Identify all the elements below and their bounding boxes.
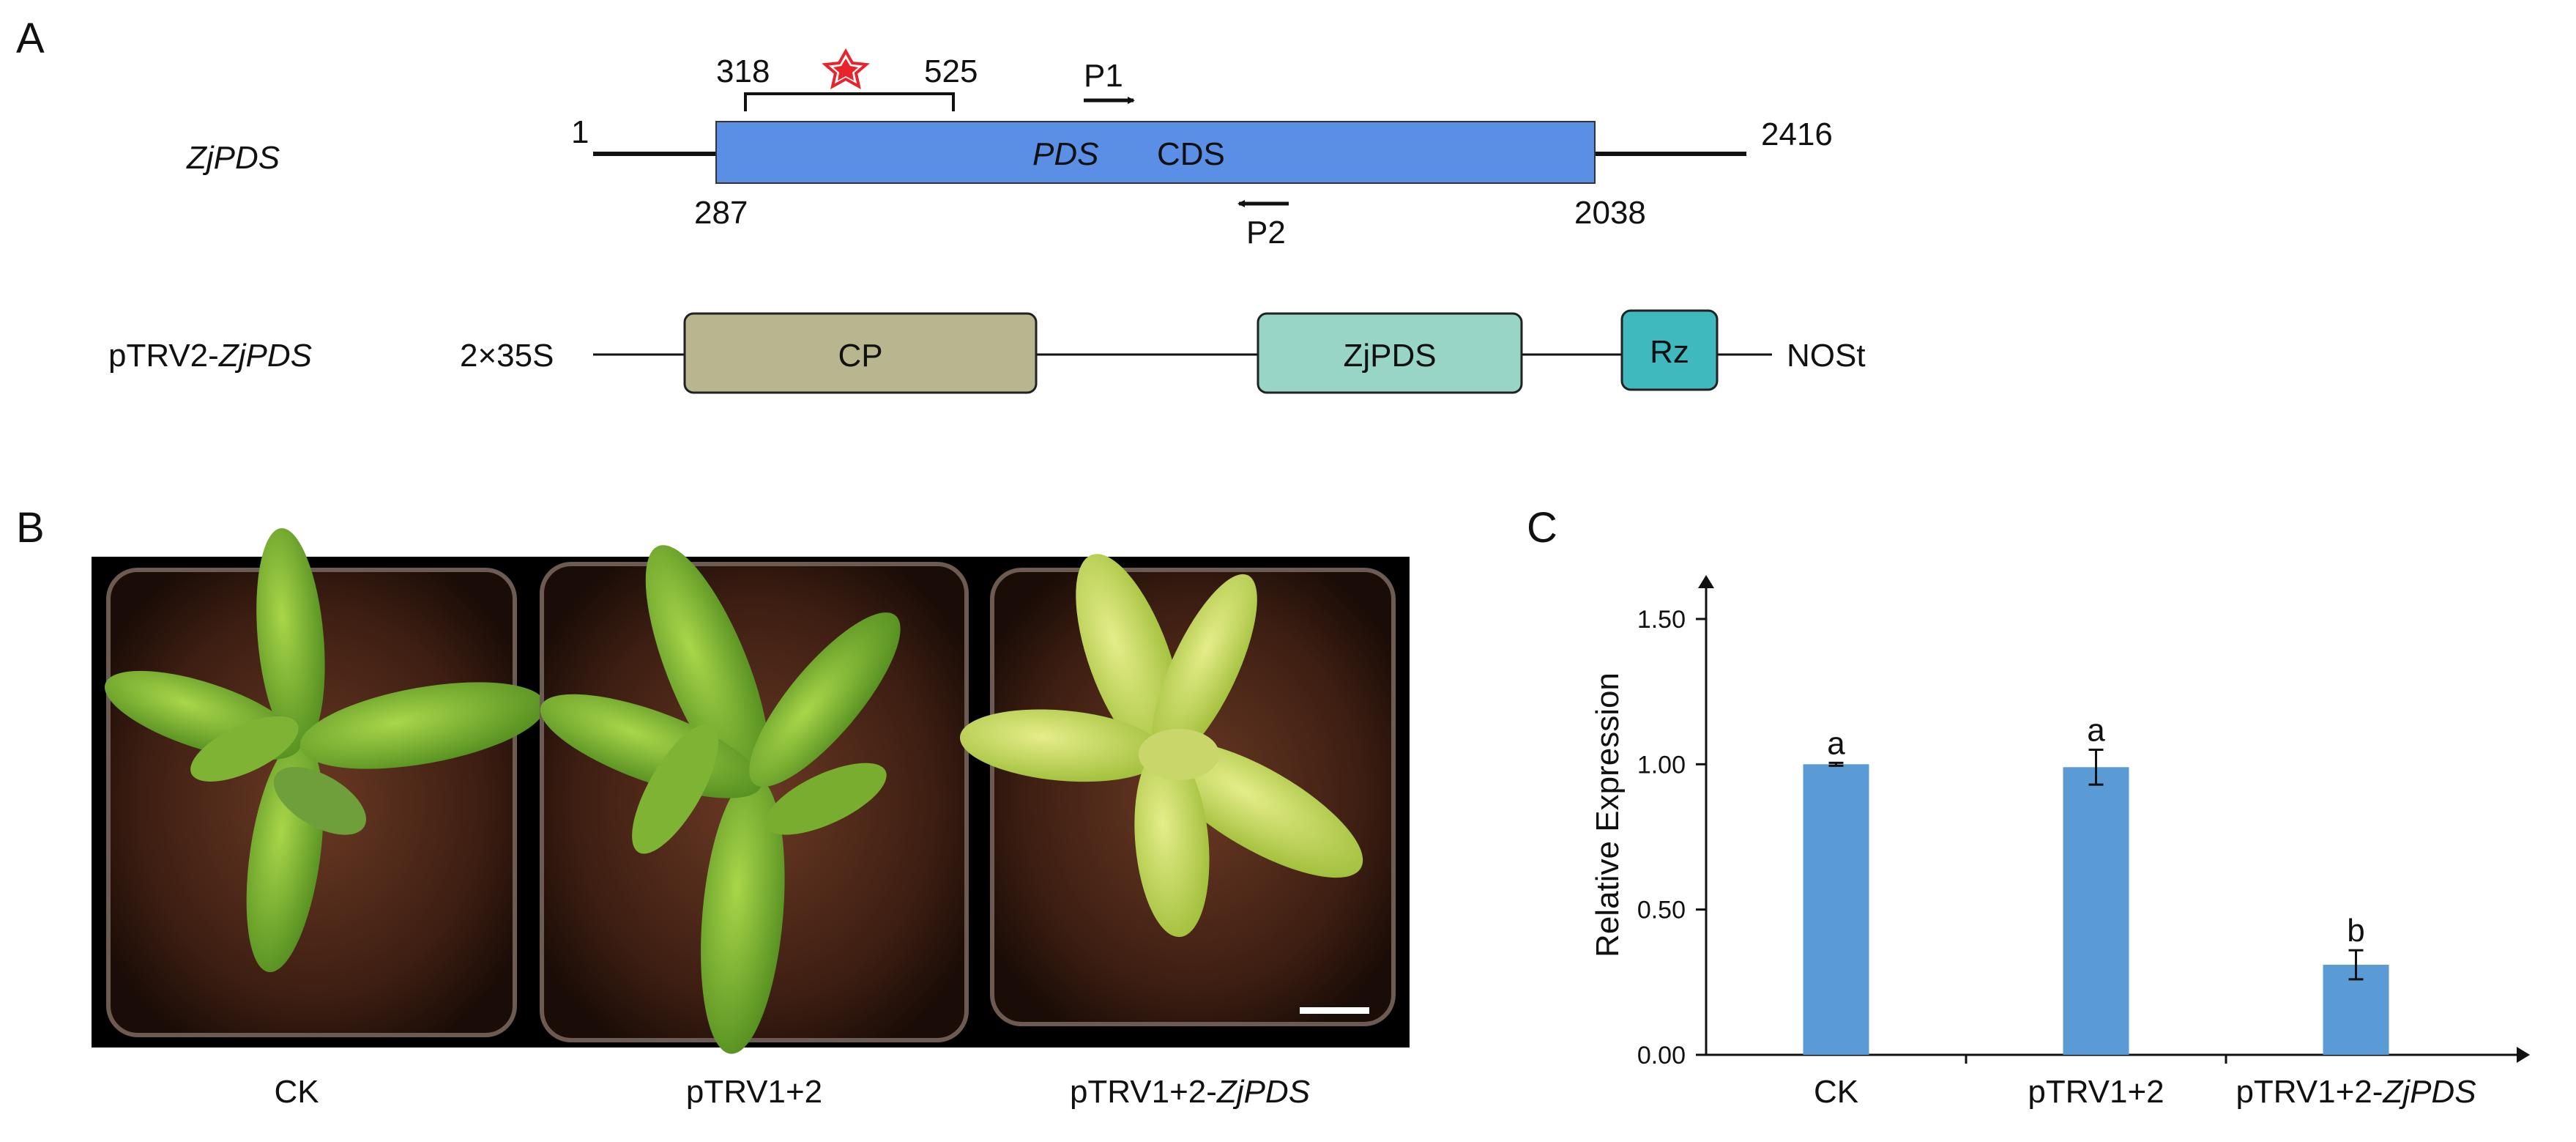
- y-tick-label: 0.50: [1637, 897, 1686, 924]
- panel-b-letter: B: [16, 504, 45, 552]
- zjpds-insert-box: [1257, 312, 1523, 394]
- panel-c-letter: C: [1527, 504, 1557, 552]
- terminator-label: NOSt: [1787, 338, 1866, 374]
- gene-label: ZjPDS: [186, 140, 280, 176]
- photo-label-ptrv12-zjpds: pTRV1+2-ZjPDS: [1070, 1074, 1310, 1110]
- cds-box: [715, 121, 1596, 184]
- significance-label: a: [2087, 713, 2105, 749]
- rz-box: [1620, 309, 1719, 391]
- primer-forward-label: P1: [1084, 58, 1123, 94]
- y-axis-label: Relative Expression: [1590, 672, 1626, 957]
- y-tick-label: 0.00: [1637, 1042, 1686, 1069]
- panel-a: A ZjPDS 1 2416 PDS CDS 287 2038 318 525 …: [16, 15, 1866, 394]
- bar: [1803, 764, 1869, 1055]
- y-axis-arrow: [1698, 575, 1714, 588]
- photo-label-ptrv12: pTRV1+2: [686, 1074, 822, 1110]
- construct-label-italic: ZjPDS: [218, 338, 312, 374]
- silencing-region-bracket: [744, 92, 955, 111]
- star-icon-fill: [833, 59, 858, 81]
- panel-b: B: [16, 504, 1410, 1110]
- pot-ptrv12-zjpds: [960, 554, 1396, 1026]
- category-label: CK: [1814, 1074, 1858, 1110]
- category-label: pTRV1+2-ZjPDS: [2236, 1074, 2476, 1110]
- pot-ptrv12: [540, 545, 969, 1054]
- significance-label: a: [1827, 725, 1845, 761]
- region-start-label: 318: [716, 53, 770, 89]
- cds-label: CDS: [1157, 136, 1225, 172]
- bar: [2063, 767, 2129, 1055]
- region-end-label: 525: [924, 53, 978, 89]
- rz-label: Rz: [1650, 334, 1689, 370]
- y-tick-label: 1.00: [1637, 751, 1686, 779]
- cds-start-label: 287: [694, 195, 748, 231]
- zjpds-insert-label: ZjPDS: [1343, 338, 1436, 374]
- panel-a-letter: A: [16, 15, 45, 62]
- seedling-ck: [104, 528, 546, 973]
- gene-start-label: 1: [571, 114, 589, 150]
- y-tick-label: 1.50: [1637, 606, 1686, 634]
- cp-box: [683, 312, 1038, 394]
- category-label: pTRV1+2: [2028, 1074, 2164, 1110]
- gene-map: ZjPDS 1 2416 PDS CDS 287 2038 318 525 P1…: [186, 48, 1833, 251]
- promoter-label: 2×35S: [460, 338, 554, 374]
- plant-photo: [92, 528, 1410, 1054]
- photo-label-ptrv12-zjpds-italic: ZjPDS: [1216, 1074, 1310, 1110]
- construct-label: pTRV2-ZjPDS: [108, 338, 312, 374]
- x-axis-arrow: [2517, 1047, 2530, 1063]
- seedling-ptrv12: [540, 545, 901, 1054]
- scale-bar: [1300, 1007, 1369, 1014]
- construct-label-prefix: pTRV2-: [108, 338, 219, 374]
- relative-expression-chart: 0.00 0.50 1.00 1.50 Relative Expression a CK a p…: [1590, 575, 2530, 1110]
- gene-end-label: 2416: [1761, 116, 1833, 152]
- primer-reverse-label: P2: [1246, 215, 1286, 251]
- cp-label: CP: [838, 338, 882, 374]
- cds-end-label: 2038: [1574, 195, 1646, 231]
- photo-label-ck: CK: [274, 1074, 319, 1110]
- pot-ck: [104, 528, 546, 1037]
- star-icon: [822, 48, 870, 89]
- photo-label-ptrv12-zjpds-prefix: pTRV1+2-: [1070, 1074, 1217, 1110]
- seedling-ptrv12-zjpds: [960, 554, 1363, 938]
- cds-label-italic: PDS: [1032, 136, 1098, 172]
- construct-map: pTRV2-ZjPDS 2×35S CP ZjPDS Rz NOSt: [108, 309, 1866, 394]
- panel-c: C 0.00 0.50 1.00 1.50 Relative Expression a CK…: [1527, 504, 2530, 1110]
- significance-label: b: [2347, 913, 2364, 949]
